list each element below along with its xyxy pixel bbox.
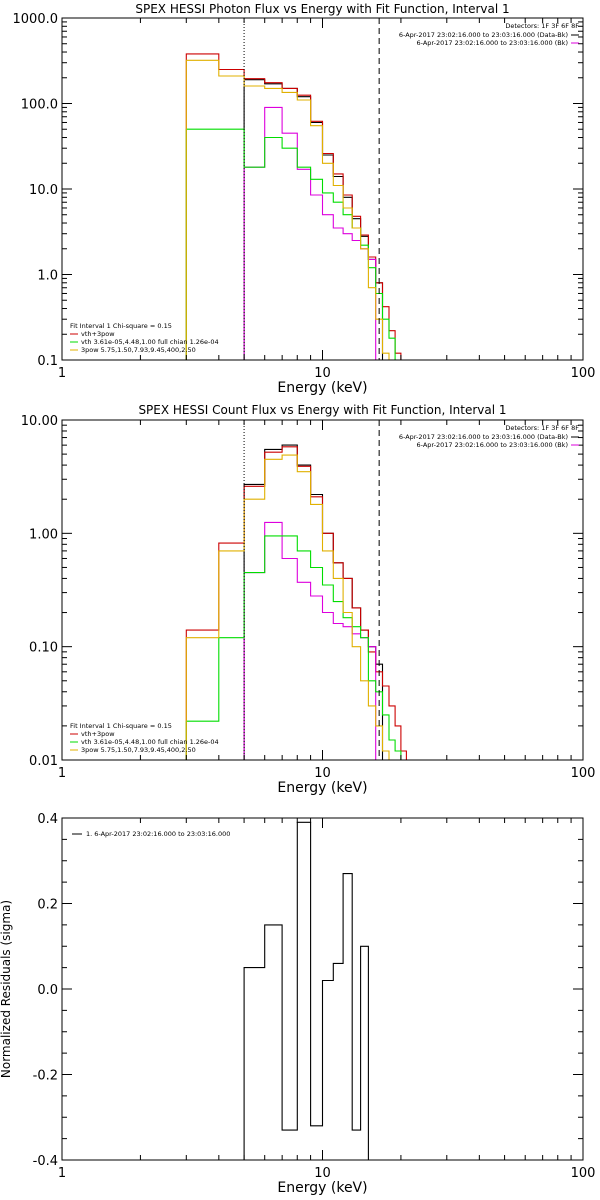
- y-axis-label: Normalized Residuals (sigma): [0, 900, 13, 1078]
- x-tick-label: 1: [58, 766, 66, 781]
- y-tick-label: -0.4: [33, 1154, 58, 1169]
- legend-entry: 6-Apr-2017 23:02:16.000 to 23:03:16.000 …: [399, 433, 568, 441]
- y-tick-label: 0.2: [37, 898, 58, 913]
- x-tick-label: 10: [314, 766, 331, 781]
- x-tick-label: 1: [58, 366, 66, 381]
- series-line-1: [185, 53, 407, 360]
- series-line-2: [243, 521, 377, 760]
- chart-title: SPEX HESSI Photon Flux vs Energy with Fi…: [135, 2, 509, 16]
- y-tick-label: 1.00: [29, 527, 58, 542]
- legend-entry: vth 3.61e-05,4.48,1.00 full chian 1.26e-…: [81, 338, 219, 346]
- x-tick-label: 10: [314, 1166, 331, 1181]
- x-tick-label: 100: [571, 1166, 596, 1181]
- plot-frame: [61, 419, 584, 761]
- legend-entry: 6-Apr-2017 23:02:16.000 to 23:03:16.000 …: [417, 39, 568, 47]
- x-tick-label: 10: [314, 366, 331, 381]
- count-flux-panel: SPEX HESSI Count Flux vs Energy with Fit…: [21, 403, 596, 796]
- y-tick-label: 10.0: [29, 183, 58, 198]
- y-tick-label: 1000.0: [13, 12, 59, 27]
- y-tick-label: 1.0: [37, 269, 58, 284]
- x-tick-label: 1: [58, 1166, 66, 1181]
- y-tick-label: 100.0: [21, 98, 58, 113]
- series-line-2: [243, 106, 377, 360]
- y-tick-label: 0.01: [29, 754, 58, 769]
- x-tick-label: 100: [571, 766, 596, 781]
- y-tick-label: 0.1: [37, 354, 58, 369]
- series-line-4: [185, 454, 390, 760]
- legend-entry: vth 3.61e-05,4.48,1.00 full chian 1.26e-…: [81, 738, 219, 746]
- y-tick-label: 0.4: [37, 812, 58, 827]
- series-line-3: [185, 128, 401, 360]
- detectors-label: Detectors: 1F 3F 6F 8F: [505, 424, 579, 432]
- y-tick-label: 10.00: [21, 414, 58, 429]
- y-tick-label: -0.2: [33, 1069, 58, 1084]
- detectors-label: Detectors: 1F 3F 6F 8F: [505, 22, 579, 30]
- x-axis-label: Energy (keV): [277, 780, 367, 796]
- photon-flux-panel: SPEX HESSI Photon Flux vs Energy with Fi…: [13, 2, 596, 396]
- x-axis-label: Energy (keV): [277, 380, 367, 396]
- fit-summary: Fit Interval 1 Chi-square = 0.15: [70, 322, 172, 330]
- legend-entry: vth+3pow: [81, 330, 115, 338]
- legend-entry: 1. 6-Apr-2017 23:02:16.000 to 23:03:16.0…: [86, 830, 230, 838]
- legend-entry: 3pow 5.75,1.50,7.93,9.45,400,2.50: [81, 346, 196, 354]
- legend-entry: 3pow 5.75,1.50,7.93,9.45,400,2.50: [81, 746, 196, 754]
- chart-title: SPEX HESSI Count Flux vs Energy with Fit…: [138, 403, 506, 417]
- series-line-0: [243, 821, 380, 1160]
- fit-summary: Fit Interval 1 Chi-square = 0.15: [70, 722, 172, 730]
- x-tick-label: 100: [571, 366, 596, 381]
- legend-entry: 6-Apr-2017 23:02:16.000 to 23:03:16.000 …: [399, 31, 568, 39]
- y-tick-label: 0.10: [29, 641, 58, 656]
- residuals-panel: 1 10 100 Energy (keV) -0.4 -0.2 0.0 0.2 0.4 Norma…: [0, 812, 595, 1196]
- series-line-4: [185, 59, 390, 360]
- legend-entry: vth+3pow: [81, 730, 115, 738]
- legend-entry: 6-Apr-2017 23:02:16.000 to 23:03:16.000 …: [417, 441, 568, 449]
- x-axis-label: Energy (keV): [277, 1180, 367, 1196]
- y-tick-label: 0.0: [37, 983, 58, 998]
